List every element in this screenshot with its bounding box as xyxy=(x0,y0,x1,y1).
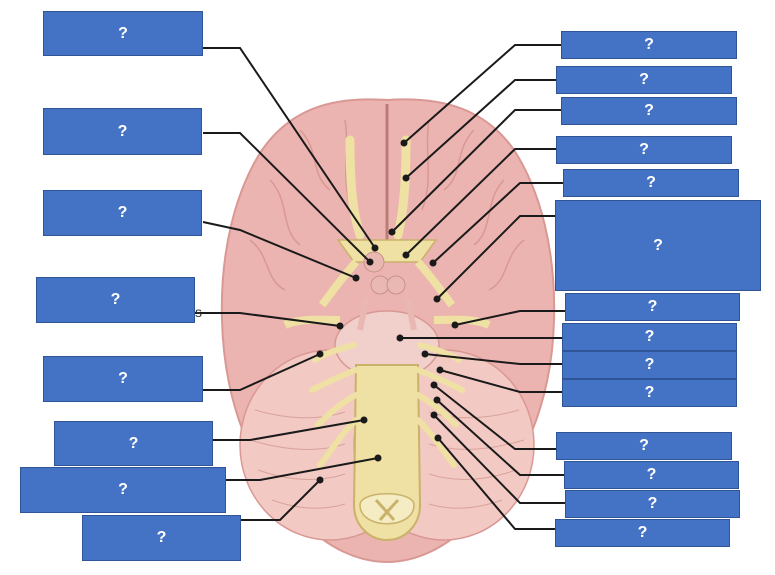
label-text-fragment: s xyxy=(195,304,202,320)
label-box-right-12[interactable]: ? xyxy=(564,461,739,489)
leader-endpoints xyxy=(316,139,459,484)
olfactory-tract-left xyxy=(345,135,365,240)
trigeminal-nerve-left xyxy=(283,315,341,329)
label-box-right-8[interactable]: ? xyxy=(562,323,737,351)
label-box-right-14[interactable]: ? xyxy=(555,519,730,547)
label-box-left-2[interactable]: ? xyxy=(43,108,202,155)
trigeminal-nerve-right xyxy=(433,315,491,329)
label-box-left-6[interactable]: ? xyxy=(54,421,213,466)
label-box-right-7[interactable]: ? xyxy=(565,293,740,321)
label-box-left-3[interactable]: ? xyxy=(43,190,202,236)
cerebellar-folia xyxy=(249,409,525,509)
pituitary xyxy=(363,251,385,273)
label-box-left-8[interactable]: ? xyxy=(82,515,241,561)
spinal-cord-section xyxy=(359,493,415,525)
label-box-right-3[interactable]: ? xyxy=(561,97,737,125)
gray-matter-butterfly xyxy=(374,498,400,521)
label-box-left-4[interactable]: ? xyxy=(36,277,195,323)
label-box-right-9[interactable]: ? xyxy=(562,351,737,379)
label-box-right-4[interactable]: ? xyxy=(556,136,732,164)
label-box-right-1[interactable]: ? xyxy=(561,31,737,59)
label-box-right-6[interactable]: ? xyxy=(555,200,761,291)
cranial-nerve-roots xyxy=(309,342,465,468)
optic-tract-right xyxy=(415,259,456,308)
optic-tract-left xyxy=(318,259,359,308)
label-box-left-5[interactable]: ? xyxy=(43,356,203,402)
optic-chiasm xyxy=(336,239,438,263)
label-box-right-11[interactable]: ? xyxy=(556,432,732,460)
label-box-left-7[interactable]: ? xyxy=(20,467,226,513)
leader-lines xyxy=(195,44,565,530)
mammillary-body-2 xyxy=(386,275,406,295)
label-box-left-1[interactable]: ? xyxy=(43,11,203,56)
label-box-right-5[interactable]: ? xyxy=(563,169,739,197)
olfactory-tract-right xyxy=(393,135,411,240)
cerebral-peduncle-right xyxy=(405,299,417,331)
label-box-right-10[interactable]: ? xyxy=(562,379,737,407)
label-box-right-13[interactable]: ? xyxy=(565,490,740,518)
cerebral-peduncle-left xyxy=(357,299,369,331)
label-box-right-2[interactable]: ? xyxy=(556,66,732,94)
mammillary-body xyxy=(370,275,390,295)
